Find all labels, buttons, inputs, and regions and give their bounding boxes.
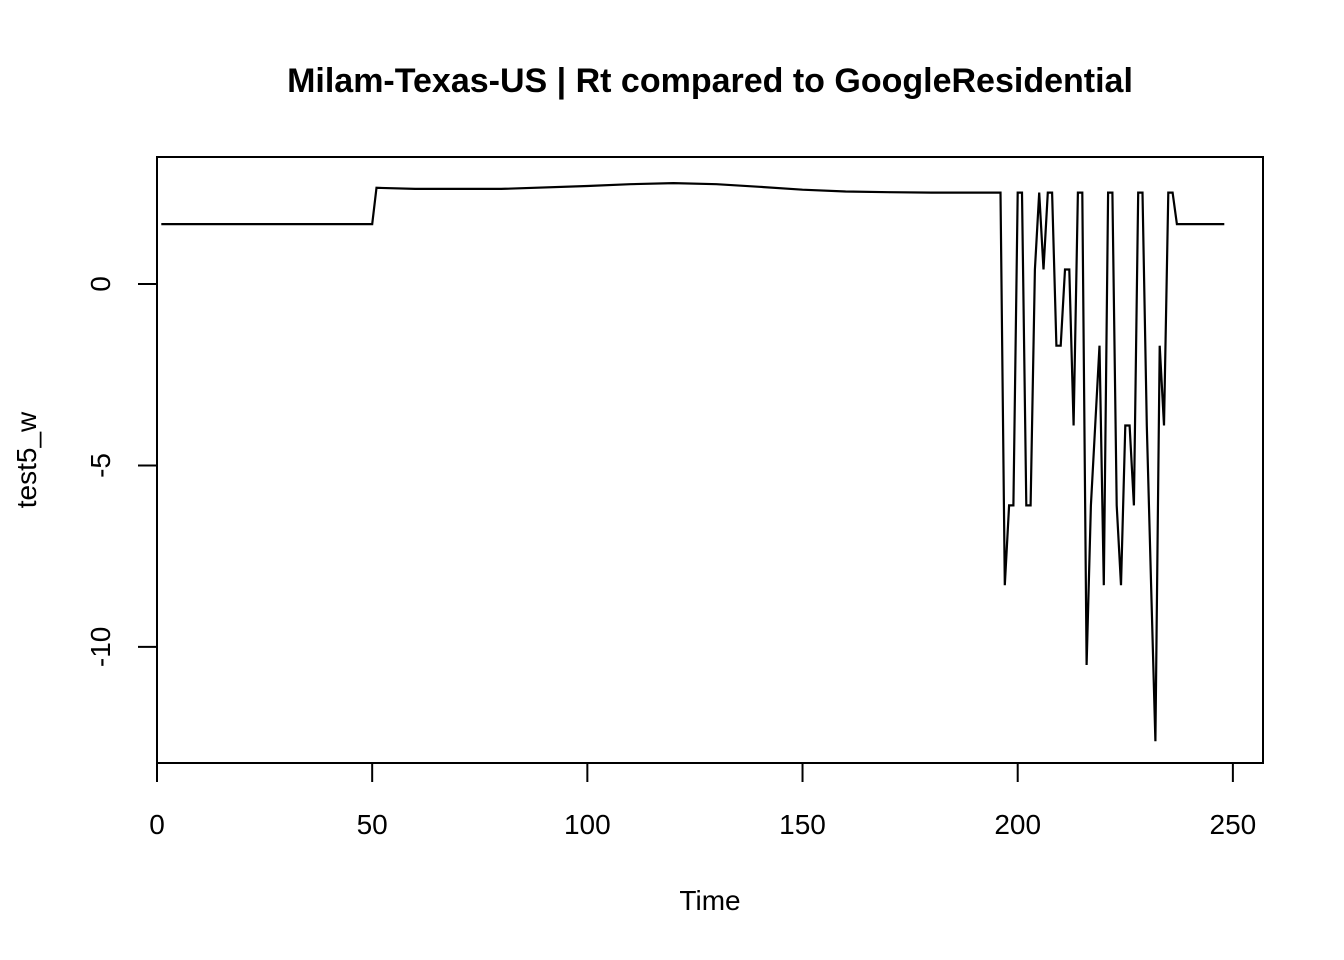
- x-axis: 0 50 100 150 200 250: [149, 763, 1256, 840]
- y-axis: 0 -5 -10: [85, 276, 157, 667]
- y-tick-label: 0: [85, 276, 116, 292]
- x-tick-label: 100: [564, 809, 611, 840]
- chart-title: Milam-Texas-US | Rt compared to GoogleRe…: [287, 62, 1133, 100]
- y-tick-label: -5: [85, 453, 116, 478]
- y-tick-label: -10: [85, 627, 116, 667]
- x-tick-label: 200: [994, 809, 1041, 840]
- series-line: [161, 183, 1224, 741]
- plot-frame: [157, 157, 1263, 763]
- y-axis-label: test5_w: [11, 411, 42, 508]
- x-tick-label: 0: [149, 809, 165, 840]
- x-axis-label: Time: [679, 885, 740, 916]
- x-tick-label: 250: [1210, 809, 1257, 840]
- x-tick-label: 50: [357, 809, 388, 840]
- x-tick-label: 150: [779, 809, 826, 840]
